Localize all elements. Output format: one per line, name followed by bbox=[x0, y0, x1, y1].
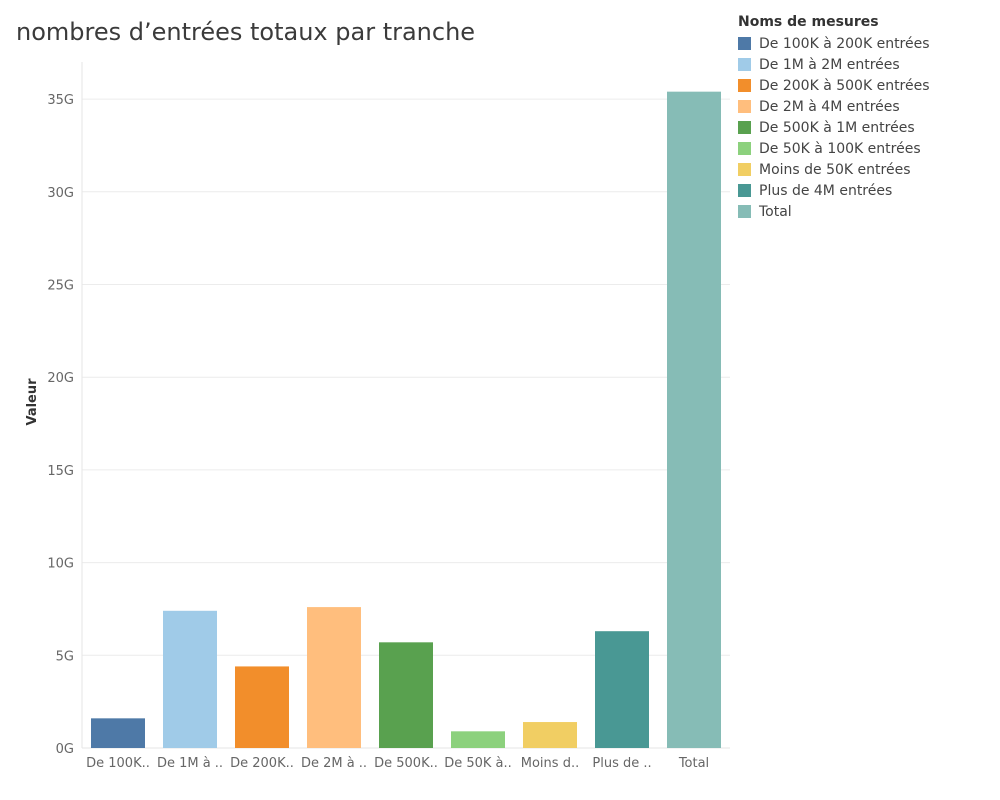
legend-swatch bbox=[738, 142, 751, 155]
legend-item[interactable]: De 200K à 500K entrées bbox=[738, 75, 988, 96]
legend-item[interactable]: De 100K à 200K entrées bbox=[738, 33, 988, 54]
legend-swatch bbox=[738, 163, 751, 176]
y-axis-title: Valeur bbox=[25, 378, 40, 426]
legend-swatch bbox=[738, 205, 751, 218]
legend-label: De 1M à 2M entrées bbox=[759, 56, 900, 73]
legend-item[interactable]: De 50K à 100K entrées bbox=[738, 138, 988, 159]
x-tick-label: De 2M à .. bbox=[301, 756, 367, 771]
legend-label: De 200K à 500K entrées bbox=[759, 77, 930, 94]
legend-item[interactable]: De 1M à 2M entrées bbox=[738, 54, 988, 75]
legend-label: De 50K à 100K entrées bbox=[759, 140, 921, 157]
legend-label: Total bbox=[759, 203, 792, 220]
y-tick-label: 30G bbox=[47, 186, 74, 201]
bar bbox=[91, 718, 145, 748]
legend-label: De 2M à 4M entrées bbox=[759, 98, 900, 115]
chart-title: nombres d’entrées totaux par tranche bbox=[16, 18, 476, 46]
x-tick-label: Total bbox=[678, 756, 709, 771]
legend-item[interactable]: De 2M à 4M entrées bbox=[738, 96, 988, 117]
y-tick-label: 35G bbox=[47, 93, 74, 108]
legend-swatch bbox=[738, 100, 751, 113]
legend-label: Moins de 50K entrées bbox=[759, 161, 911, 178]
y-tick-label: 25G bbox=[47, 278, 74, 293]
bar bbox=[595, 631, 649, 748]
legend-items: De 100K à 200K entrées De 1M à 2M entrées… bbox=[738, 33, 988, 222]
legend-swatch bbox=[738, 37, 751, 50]
y-tick-label: 20G bbox=[47, 371, 74, 386]
x-tick-label: Plus de .. bbox=[592, 756, 651, 771]
x-tick-label: De 1M à .. bbox=[157, 756, 223, 771]
x-tick-label: De 100K.. bbox=[86, 756, 150, 771]
y-tick-label: 0G bbox=[56, 742, 74, 757]
bar bbox=[667, 91, 721, 749]
legend-swatch bbox=[738, 184, 751, 197]
bar bbox=[235, 666, 289, 748]
bar bbox=[451, 731, 505, 748]
legend-swatch bbox=[738, 121, 751, 134]
legend-item[interactable]: Total bbox=[738, 201, 988, 222]
bar-chart: 0G 5G 10G 15G 20G 25G 30G 35G Valeur De 100K.. De … bbox=[25, 62, 730, 771]
y-tick-label: 10G bbox=[47, 557, 74, 572]
legend-label: De 100K à 200K entrées bbox=[759, 35, 930, 52]
bar bbox=[379, 642, 433, 748]
y-tick-label: 5G bbox=[56, 649, 74, 664]
x-tick-label: De 50K à.. bbox=[444, 756, 512, 771]
legend: Noms de mesures De 100K à 200K entrées De… bbox=[738, 14, 988, 222]
legend-item[interactable]: Plus de 4M entrées bbox=[738, 180, 988, 201]
legend-item[interactable]: De 500K à 1M entrées bbox=[738, 117, 988, 138]
legend-label: De 500K à 1M entrées bbox=[759, 119, 915, 136]
bar bbox=[523, 722, 577, 748]
bar bbox=[163, 610, 217, 748]
x-tick-label: Moins d.. bbox=[521, 756, 579, 771]
legend-swatch bbox=[738, 79, 751, 92]
legend-swatch bbox=[738, 58, 751, 71]
bar bbox=[307, 607, 361, 748]
x-tick-label: De 500K.. bbox=[374, 756, 438, 771]
legend-item[interactable]: Moins de 50K entrées bbox=[738, 159, 988, 180]
x-tick-label: De 200K.. bbox=[230, 756, 294, 771]
legend-label: Plus de 4M entrées bbox=[759, 182, 893, 199]
y-tick-label: 15G bbox=[47, 464, 74, 479]
legend-title: Noms de mesures bbox=[738, 14, 879, 30]
